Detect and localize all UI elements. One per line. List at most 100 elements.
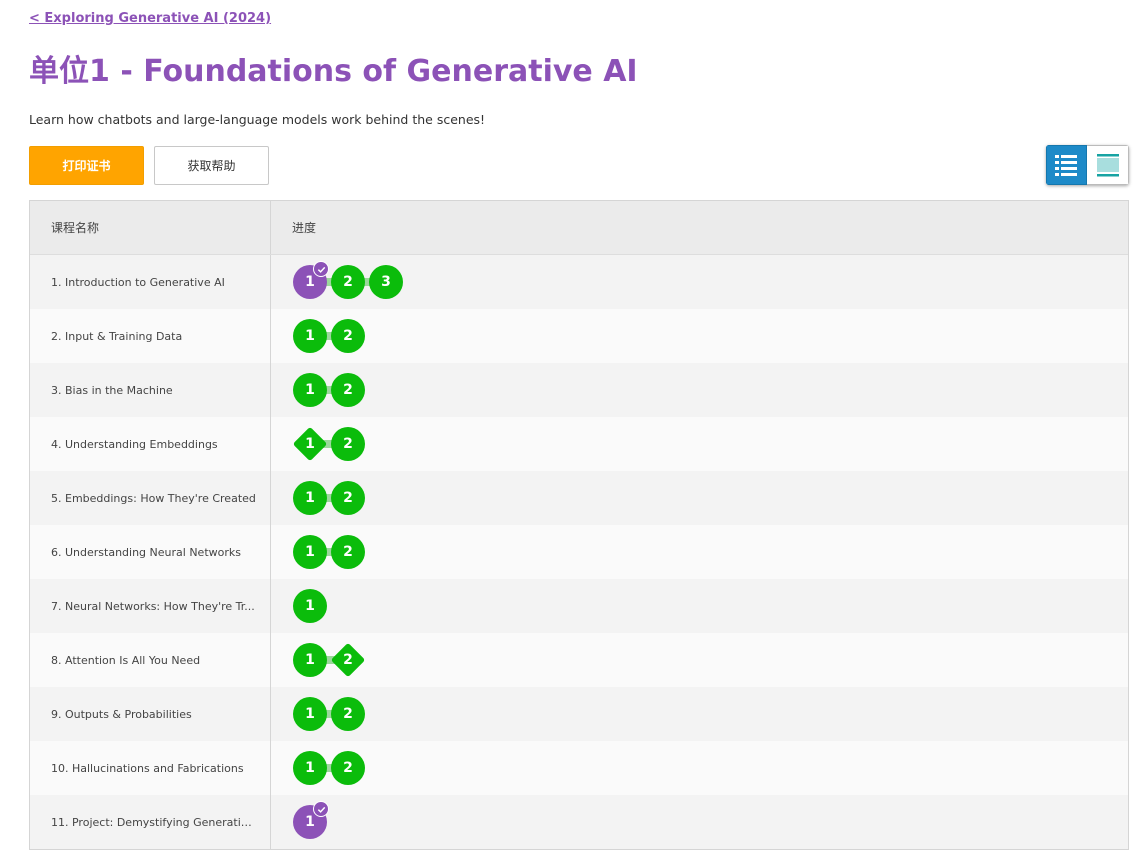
level-bubble[interactable]: 2 xyxy=(331,697,365,731)
lesson-name-link[interactable]: 11. Project: Demystifying Generativ... xyxy=(51,815,256,829)
level-bubble[interactable]: 2 xyxy=(331,319,365,353)
level-bubble[interactable]: 2 xyxy=(331,751,365,785)
lesson-name-cell[interactable]: 4. Understanding Embeddings xyxy=(30,417,271,471)
lesson-name-link[interactable]: 7. Neural Networks: How They're Tr... xyxy=(51,599,255,613)
level-connector xyxy=(323,278,335,286)
get-help-button[interactable]: 获取帮助 xyxy=(154,146,269,185)
circle-shape xyxy=(331,427,365,461)
view-toggle xyxy=(1046,145,1129,185)
lesson-name-cell[interactable]: 8. Attention Is All You Need xyxy=(30,633,271,687)
table-row: 2. Input & Training Data 1 2 xyxy=(30,309,1128,363)
lesson-name-cell[interactable]: 3. Bias in the Machine xyxy=(30,363,271,417)
level-bubble[interactable]: 1 xyxy=(292,426,335,462)
level-bubble[interactable]: 1 xyxy=(293,697,335,731)
lesson-name-cell[interactable]: 5. Embeddings: How They're Created xyxy=(30,471,271,525)
level-bubble[interactable]: 1 xyxy=(293,643,335,677)
level-bubble[interactable]: 2 xyxy=(331,427,365,461)
level-bubble[interactable]: 1 xyxy=(293,373,335,407)
level-number: 1 xyxy=(305,436,315,452)
level-number: 1 xyxy=(305,274,315,290)
circle-shape xyxy=(293,643,327,677)
lesson-name-link[interactable]: 1. Introduction to Generative AI xyxy=(51,275,225,289)
table-row: 5. Embeddings: How They're Created 1 2 xyxy=(30,471,1128,525)
lesson-name-cell[interactable]: 1. Introduction to Generative AI xyxy=(30,255,271,309)
back-to-course-link[interactable]: < Exploring Generative AI (2024) xyxy=(29,11,272,26)
circle-shape xyxy=(331,319,365,353)
lesson-progress-cell: 1 xyxy=(271,795,1128,849)
level-connector xyxy=(323,710,335,718)
level-bubble[interactable]: 3 xyxy=(369,265,403,299)
lesson-name-link[interactable]: 9. Outputs & Probabilities xyxy=(51,707,192,721)
level-number: 2 xyxy=(343,544,353,560)
level-number: 2 xyxy=(343,382,353,398)
lesson-name-link[interactable]: 4. Understanding Embeddings xyxy=(51,437,218,451)
level-number: 2 xyxy=(343,760,353,776)
level-bubble[interactable]: 1 xyxy=(293,481,335,515)
level-bubble[interactable]: 1 xyxy=(293,535,335,569)
table-header: 课程名称 进度 xyxy=(30,201,1128,255)
level-bubble[interactable]: 2 xyxy=(331,535,365,569)
lesson-name-cell[interactable]: 10. Hallucinations and Fabrications xyxy=(30,741,271,795)
lesson-name-cell[interactable]: 6. Understanding Neural Networks xyxy=(30,525,271,579)
lesson-name-cell[interactable]: 7. Neural Networks: How They're Tr... xyxy=(30,579,271,633)
checkmark-icon xyxy=(313,801,329,817)
progress-header: 进度 xyxy=(292,221,317,235)
level-bubble[interactable]: 1 xyxy=(293,751,335,785)
level-bubble[interactable]: 1 xyxy=(293,261,335,299)
lesson-name-link[interactable]: 3. Bias in the Machine xyxy=(51,383,173,397)
table-row: 8. Attention Is All You Need 1 2 xyxy=(30,633,1128,687)
level-connector xyxy=(323,386,335,394)
lessons-table: 课程名称 进度 1. Introduction to Generative AI… xyxy=(29,200,1129,850)
circle-shape xyxy=(331,373,365,407)
circle-shape xyxy=(293,535,327,569)
lesson-name-link[interactable]: 5. Embeddings: How They're Created xyxy=(51,491,256,505)
level-bubble[interactable]: 1 xyxy=(293,589,327,623)
level-bubble[interactable]: 2 xyxy=(331,373,365,407)
level-bubble[interactable]: 1 xyxy=(293,801,329,839)
level-number: 1 xyxy=(305,814,315,830)
level-number: 2 xyxy=(343,706,353,722)
detail-view-button[interactable] xyxy=(1087,145,1129,185)
lesson-name-link[interactable]: 2. Input & Training Data xyxy=(51,329,183,343)
circle-shape xyxy=(331,481,365,515)
unit-description: Learn how chatbots and large-language mo… xyxy=(29,112,486,127)
lesson-name-link[interactable]: 10. Hallucinations and Fabrications xyxy=(51,761,244,775)
lesson-name-link[interactable]: 6. Understanding Neural Networks xyxy=(51,545,241,559)
level-number: 2 xyxy=(343,274,353,290)
lesson-name-cell[interactable]: 2. Input & Training Data xyxy=(30,309,271,363)
circle-shape xyxy=(331,697,365,731)
lesson-name-cell[interactable]: 9. Outputs & Probabilities xyxy=(30,687,271,741)
lesson-name-cell[interactable]: 11. Project: Demystifying Generativ... xyxy=(30,795,271,849)
table-row: 4. Understanding Embeddings 1 2 xyxy=(30,417,1128,471)
level-bubble[interactable]: 2 xyxy=(331,265,373,299)
level-bubble[interactable]: 2 xyxy=(330,642,366,678)
level-connector xyxy=(323,548,335,556)
print-certificate-button[interactable]: 打印证书 xyxy=(29,146,144,185)
lesson-name-link[interactable]: 8. Attention Is All You Need xyxy=(51,653,201,667)
circle-shape xyxy=(293,481,327,515)
lesson-progress-cell: 1 2 3 xyxy=(271,255,1128,309)
table-row: 7. Neural Networks: How They're Tr... 1 xyxy=(30,579,1128,633)
circle-shape xyxy=(331,535,365,569)
checkmark-icon xyxy=(313,261,329,277)
circle-shape xyxy=(293,697,327,731)
level-connector xyxy=(323,494,335,502)
list-view-button[interactable] xyxy=(1046,145,1087,185)
level-bubble[interactable]: 1 xyxy=(293,319,335,353)
level-connector xyxy=(323,764,335,772)
level-bubble[interactable]: 2 xyxy=(331,481,365,515)
page-title: 单位1 - Foundations of Generative AI xyxy=(29,54,638,89)
circle-shape xyxy=(293,751,327,785)
level-connector xyxy=(361,278,373,286)
level-number: 1 xyxy=(305,382,315,398)
level-number: 2 xyxy=(343,436,353,452)
